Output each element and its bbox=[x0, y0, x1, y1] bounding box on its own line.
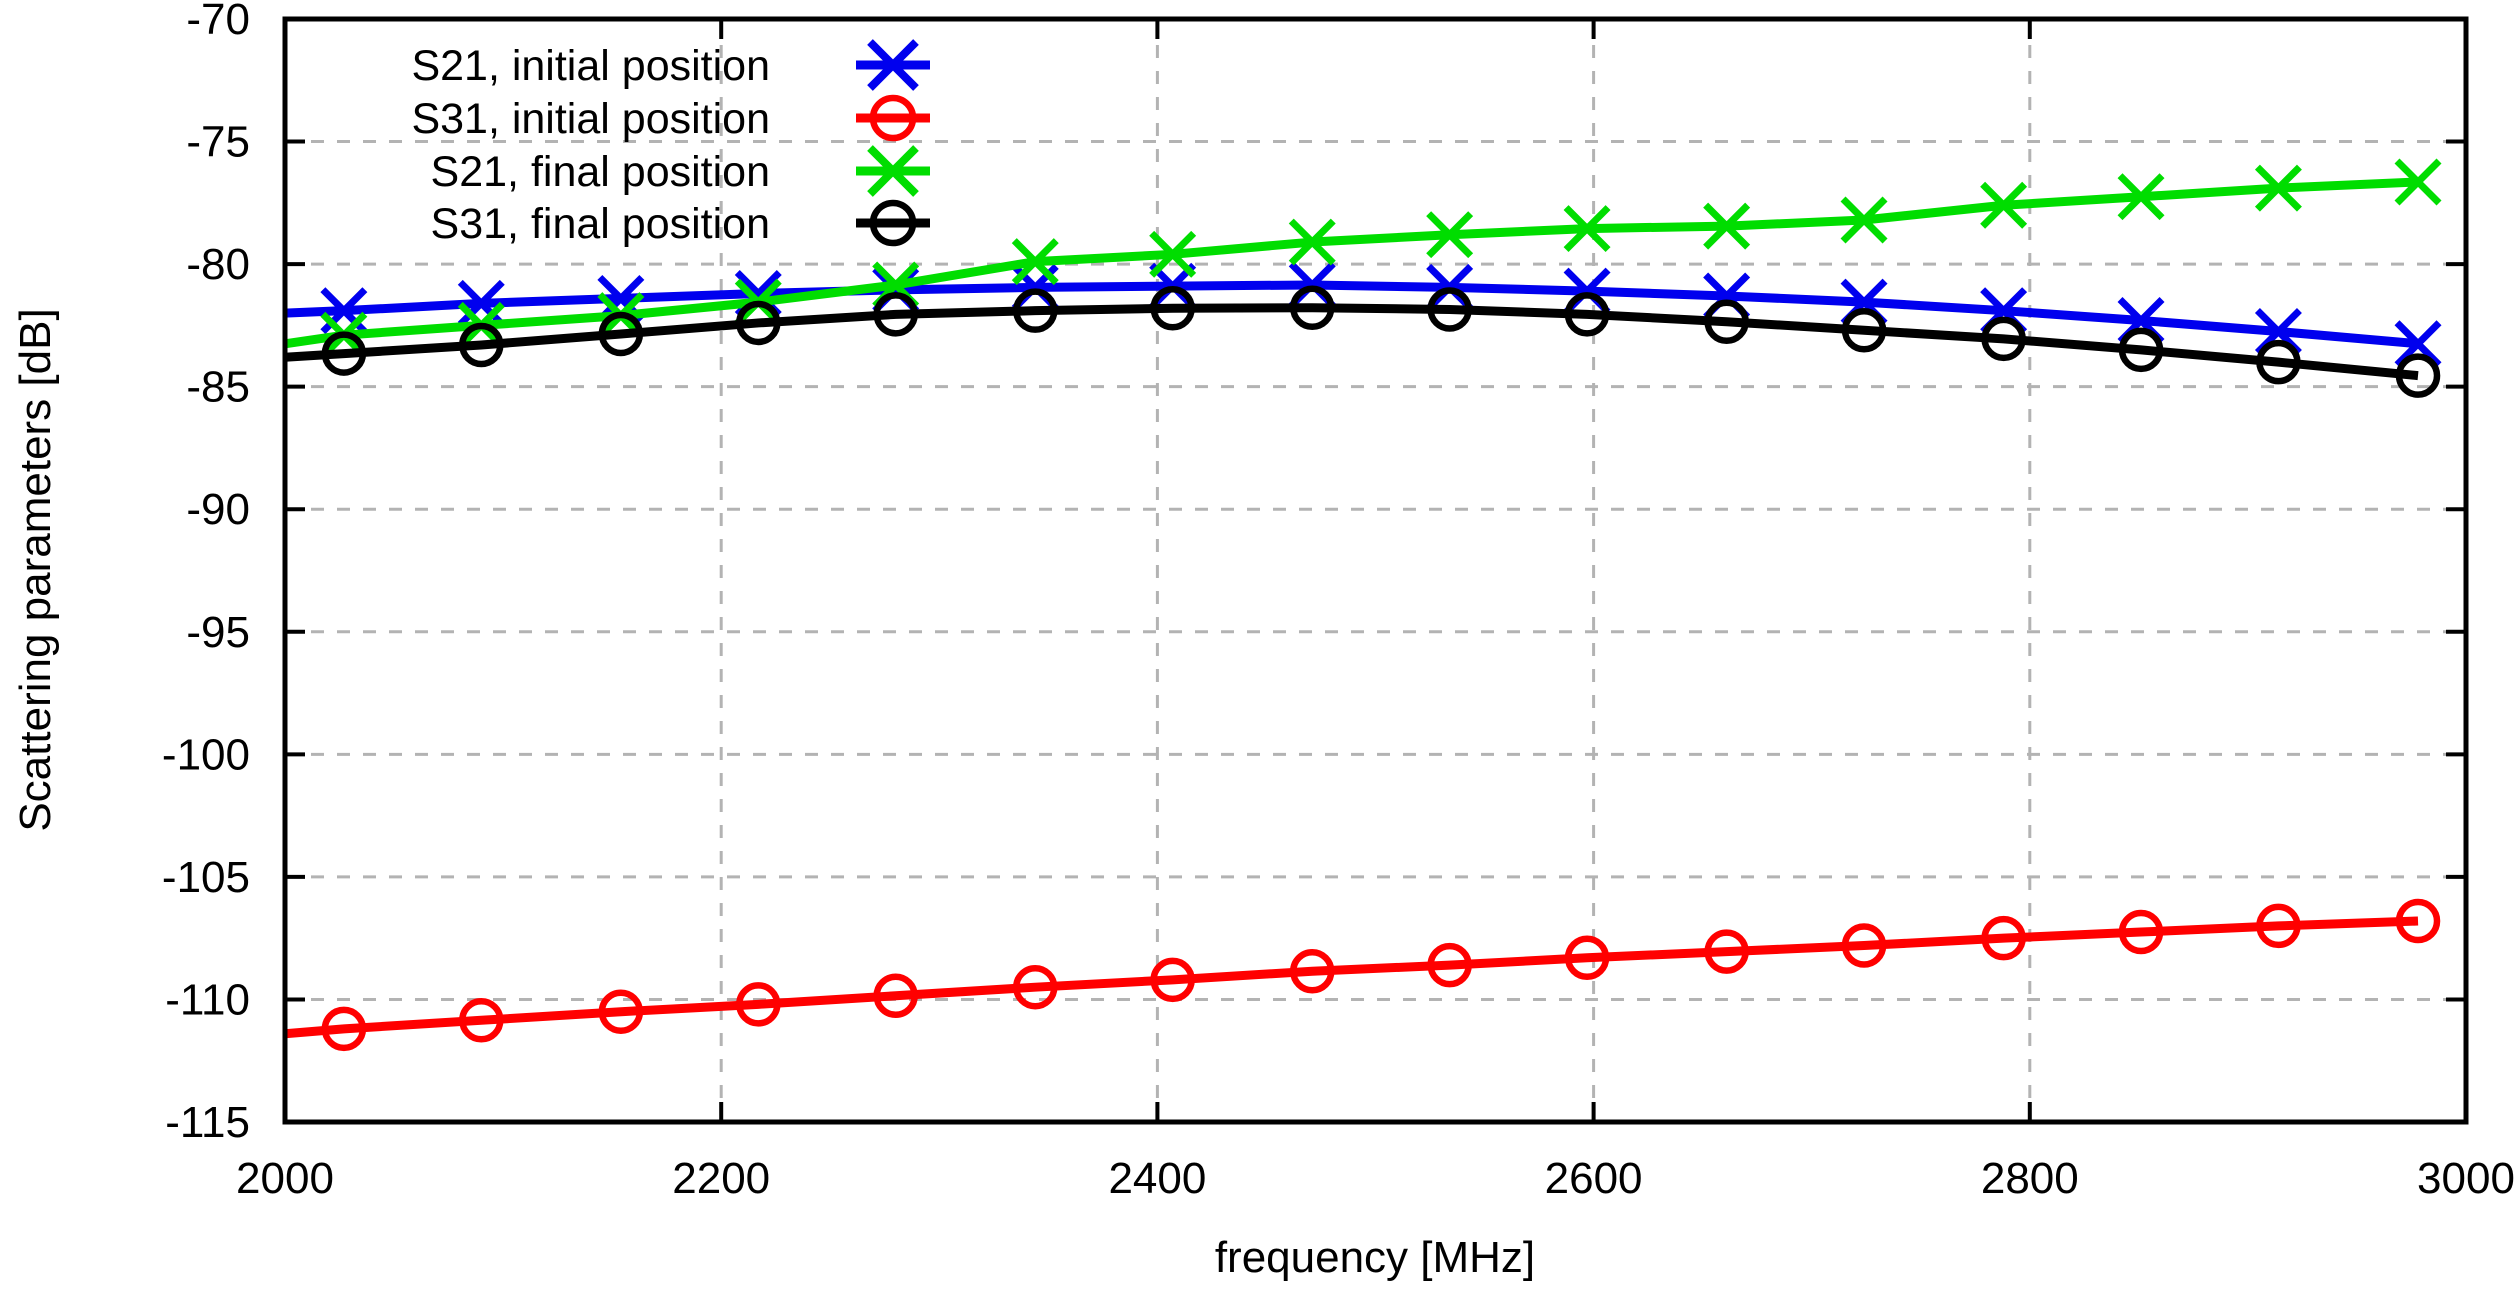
legend-entry-s31-final-position: S31, final position bbox=[431, 199, 930, 248]
marker-o-s31-initial-position bbox=[873, 973, 918, 1019]
x-tick-label-3000: 3000 bbox=[2417, 1154, 2515, 1203]
marker-o-s31-final-position bbox=[1013, 288, 1058, 333]
y-tick-label--75: -75 bbox=[186, 118, 250, 167]
y-tick-label--115: -115 bbox=[165, 1098, 250, 1147]
marker-o-s31-final-position bbox=[736, 300, 781, 346]
marker-x-s21-final-position bbox=[1703, 202, 1751, 250]
marker-x-s21-final-position bbox=[1840, 196, 1888, 244]
marker-x-s21-final-position bbox=[1288, 218, 1336, 266]
series-line-s31-final-position bbox=[284, 303, 2419, 381]
y-tick-label--80: -80 bbox=[186, 240, 250, 289]
marker-x-s21-final-position bbox=[2117, 173, 2165, 221]
series-layer bbox=[284, 158, 2442, 1052]
marker-x-s21-final-position bbox=[1426, 211, 1474, 259]
marker-o-s31-final-position bbox=[321, 331, 367, 376]
y-tick-label--70: -70 bbox=[186, 0, 250, 44]
marker-o-s31-final-position bbox=[1841, 308, 1887, 353]
marker-o-s31-final-position bbox=[1981, 316, 2026, 362]
legend-marker-x-s21-final-position bbox=[867, 145, 919, 197]
y-tick-label--100: -100 bbox=[162, 730, 250, 779]
marker-o-s31-initial-position bbox=[1150, 957, 1195, 1003]
marker-o-s31-initial-position bbox=[459, 998, 504, 1043]
axes bbox=[282, 16, 2469, 1125]
marker-o-s31-initial-position bbox=[2395, 898, 2441, 944]
legend-label-s31-final-position: S31, final position bbox=[431, 200, 770, 248]
marker-o-s31-initial-position bbox=[321, 1006, 367, 1052]
marker-o-s31-final-position bbox=[1704, 299, 1749, 344]
marker-x-s21-final-position bbox=[1011, 238, 1059, 286]
legend-label-s31-initial-position: S31, initial position bbox=[411, 95, 770, 143]
marker-o-s31-initial-position bbox=[1013, 964, 1058, 1010]
y-axis-title: Scattering parameters [dB] bbox=[11, 308, 60, 831]
marker-o-s31-final-position bbox=[2118, 327, 2164, 373]
plot-border bbox=[282, 16, 2469, 1125]
x-tick-label-2400: 2400 bbox=[1108, 1154, 1206, 1203]
marker-x-s21-initial-position bbox=[2394, 320, 2442, 368]
marker-o-s31-initial-position bbox=[1981, 915, 2026, 961]
x-tick-label-2200: 2200 bbox=[672, 1154, 770, 1203]
marker-o-s31-initial-position bbox=[598, 989, 644, 1034]
legend-entry-s31-initial-position: S31, initial position bbox=[411, 94, 930, 143]
marker-o-s31-final-position bbox=[598, 311, 644, 357]
marker-o-s31-initial-position bbox=[1704, 929, 1749, 974]
legend-entry-s21-initial-position: S21, initial position bbox=[411, 39, 930, 91]
legend-entry-s21-final-position: S21, final position bbox=[431, 145, 930, 197]
legend-marker-o-s31-initial-position bbox=[869, 94, 917, 142]
marker-x-s21-final-position bbox=[1563, 205, 1611, 253]
marker-o-s31-final-position bbox=[873, 292, 918, 337]
marker-o-s31-initial-position bbox=[1290, 949, 1335, 994]
series-s31-final-position bbox=[284, 285, 2441, 398]
legend-label-s21-initial-position: S21, initial position bbox=[411, 42, 770, 90]
tick-labels: -70 -75 -80 -85 -90 -95 -100 -105 -110 -115 2000 22… bbox=[162, 0, 2515, 1203]
marker-o-s31-final-position bbox=[1427, 287, 1472, 332]
marker-x-s21-final-position bbox=[2254, 164, 2302, 212]
marker-x-s21-final-position bbox=[1980, 181, 2028, 229]
marker-x-s21-final-position bbox=[1149, 230, 1197, 278]
series-s21-final-position bbox=[284, 158, 2442, 359]
x-tick-label-2800: 2800 bbox=[1981, 1154, 2079, 1203]
marker-o-s31-initial-position bbox=[1564, 935, 1610, 981]
y-tick-label--85: -85 bbox=[186, 363, 250, 412]
marker-o-s31-final-position bbox=[1564, 292, 1610, 337]
marker-o-s31-final-position bbox=[2256, 339, 2301, 385]
y-tick-label--90: -90 bbox=[186, 485, 250, 534]
x-tick-label-2600: 2600 bbox=[1545, 1154, 1643, 1203]
y-tick-label--105: -105 bbox=[162, 853, 250, 902]
legend: S21, initial position S31, initial positi… bbox=[411, 39, 930, 248]
legend-label-s21-final-position: S21, final position bbox=[431, 148, 770, 196]
x-axis-title: frequency [MHz] bbox=[1215, 1233, 1535, 1282]
marker-x-s21-initial-position bbox=[457, 279, 505, 327]
marker-o-s31-initial-position bbox=[2118, 909, 2164, 955]
marker-o-s31-final-position bbox=[459, 322, 504, 368]
x-tick-label-2000: 2000 bbox=[236, 1154, 334, 1203]
marker-o-s31-final-position bbox=[2395, 353, 2441, 398]
marker-o-s31-initial-position bbox=[2256, 903, 2301, 949]
series-s31-initial-position bbox=[284, 898, 2441, 1052]
marker-o-s31-final-position bbox=[1290, 285, 1335, 330]
marker-o-s31-initial-position bbox=[1841, 923, 1887, 968]
series-line-s31-initial-position bbox=[284, 916, 2419, 1039]
legend-marker-x-s21-initial-position bbox=[867, 39, 919, 91]
marker-x-s21-final-position bbox=[2394, 158, 2442, 206]
marker-o-s31-initial-position bbox=[736, 982, 781, 1027]
y-tick-label--110: -110 bbox=[165, 975, 250, 1024]
marker-o-s31-final-position bbox=[1150, 285, 1195, 331]
y-tick-label--95: -95 bbox=[186, 608, 250, 657]
marker-o-s31-initial-position bbox=[1427, 942, 1472, 988]
legend-marker-o-s31-final-position bbox=[869, 199, 917, 247]
